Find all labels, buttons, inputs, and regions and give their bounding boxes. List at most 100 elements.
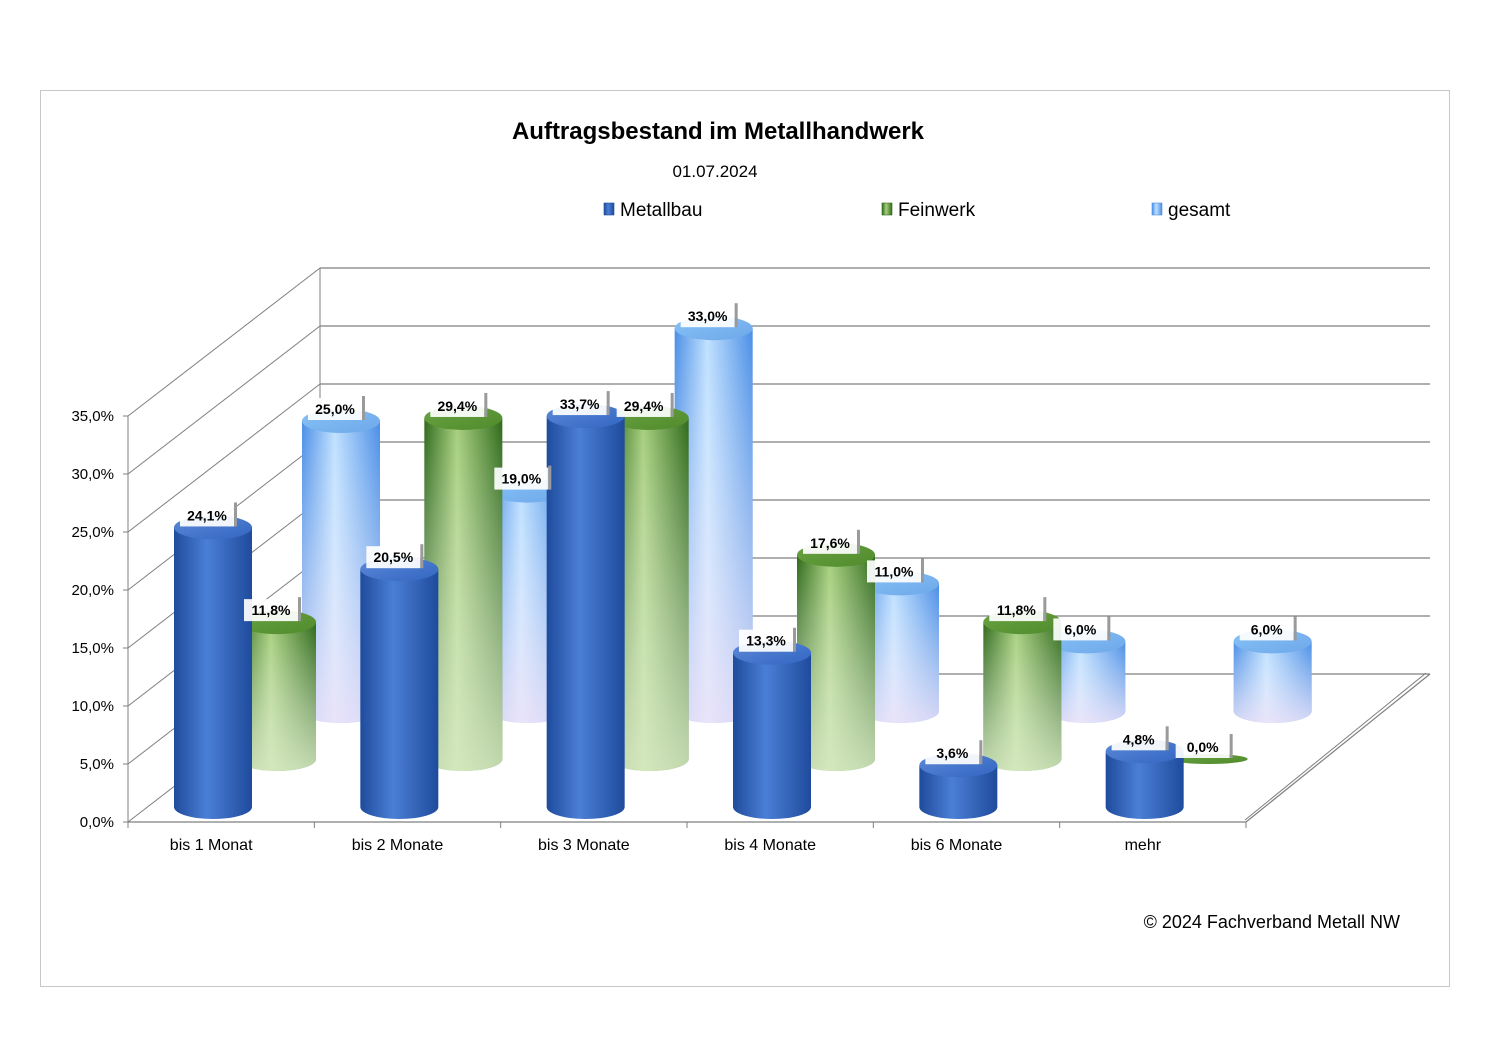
data-label-metallbau-2: 33,7% (552, 391, 610, 416)
data-label-text: 13,3% (746, 633, 786, 649)
data-label-shadow (420, 544, 424, 569)
bar-body (174, 527, 252, 819)
bar-body-fade (424, 417, 503, 771)
data-label-metallbau-4: 3,6% (925, 740, 983, 765)
data-label-text: 0,0% (1187, 739, 1219, 755)
legend-label: Metallbau (620, 200, 702, 221)
bar-body (546, 416, 625, 819)
data-label-shadow (734, 303, 738, 328)
y-tick-label: 30,0% (71, 466, 114, 483)
data-label-metallbau-1: 20,5% (366, 544, 424, 569)
legend-label: Feinwerk (898, 200, 976, 221)
y-tick-label: 5,0% (80, 756, 114, 773)
data-label-text: 11,8% (252, 602, 291, 618)
data-label-shadow (1293, 616, 1297, 641)
data-label-shadow (1107, 616, 1111, 641)
bar-body-fade (797, 554, 875, 771)
data-label-box (552, 393, 607, 416)
bar-gesamt-5 (1233, 629, 1312, 723)
data-label-text: 29,4% (624, 398, 664, 414)
data-label-box (494, 467, 549, 490)
data-label-feinwerk-0: 11,8% (244, 597, 301, 622)
data-label-metallbau-5: 4,8% (1111, 726, 1169, 751)
bar-feinwerk-2 (610, 405, 689, 771)
data-label-box (616, 394, 671, 417)
data-label-shadow (298, 597, 301, 622)
y-tick-label: 10,0% (71, 698, 114, 715)
bar-feinwerk-4 (983, 610, 1062, 771)
bar-body-fade (1233, 641, 1312, 723)
legend-swatch (881, 202, 893, 216)
x-category-label: mehr (1125, 837, 1162, 854)
data-label-text: 33,0% (688, 308, 728, 324)
data-label-text: 24,1% (187, 507, 227, 523)
bar-body (733, 652, 811, 819)
data-label-gesamt-4: 6,0% (1053, 616, 1111, 641)
bar-body-fade (1047, 641, 1126, 723)
data-label-box (1175, 736, 1230, 758)
data-label-shadow (1043, 597, 1047, 622)
data-label-box (803, 531, 857, 554)
data-label-shadow (979, 740, 983, 765)
data-label-shadow (234, 502, 237, 527)
bar-metallbau-1 (360, 557, 439, 819)
legend-item-metallbau: Metallbau (603, 200, 702, 221)
x-category-label: bis 6 Monate (911, 837, 1003, 854)
data-label-gesamt-0: 25,0% (308, 396, 365, 420)
data-label-box (867, 560, 921, 583)
data-label-gesamt-3: 11,0% (867, 558, 924, 583)
data-label-gesamt-1: 19,0% (494, 465, 552, 490)
bar-body-fade (610, 417, 689, 771)
data-label-text: 11,0% (875, 563, 914, 579)
chart-title: Auftragsbestand im Metallhandwerk (512, 118, 925, 145)
x-category-label: bis 2 Monate (352, 837, 444, 854)
data-label-shadow (670, 392, 674, 417)
data-label-text: 20,5% (373, 549, 413, 565)
bar-body-fade (238, 622, 316, 771)
data-label-text: 17,6% (810, 535, 850, 551)
y-tick-label: 25,0% (71, 524, 114, 541)
data-label-gesamt-2: 33,0% (680, 303, 738, 328)
bar-feinwerk-1 (424, 405, 503, 771)
bar-body-fade (674, 328, 753, 723)
data-labels: 25,0% 19,0% 33,0% 11,0% 6,0% 6,0% 11,8% 29,4% 29… (180, 303, 1297, 765)
y-tick-label: 15,0% (71, 640, 114, 657)
bar-metallbau-2 (546, 404, 625, 819)
data-label-shadow (484, 392, 488, 417)
data-label-text: 19,0% (501, 471, 541, 487)
bar-metallbau-3 (733, 640, 811, 819)
legend: Metallbau Feinwerk gesamt (603, 200, 1231, 221)
bar-body-fade (983, 622, 1062, 771)
data-label-shadow (548, 465, 552, 490)
bar-body (360, 569, 439, 819)
data-label-box (1239, 618, 1294, 641)
data-label-text: 29,4% (437, 398, 477, 414)
data-label-box (308, 398, 362, 420)
data-label-feinwerk-4: 11,8% (989, 597, 1047, 622)
axes: 0,0% 5,0% 10,0% 15,0% 20,0% 25,0% 30,0% 35,0% bi… (71, 408, 1247, 854)
data-label-shadow (857, 529, 860, 554)
data-label-text: 25,0% (315, 401, 355, 417)
data-label-shadow (921, 558, 924, 583)
data-label-feinwerk-5: 0,0% (1175, 734, 1233, 758)
data-label-shadow (362, 396, 365, 420)
data-label-metallbau-0: 24,1% (180, 502, 237, 527)
data-label-box (244, 599, 298, 622)
bar-body-fade (861, 583, 939, 723)
legend-swatch (603, 202, 615, 216)
data-label-box (180, 504, 234, 527)
bar-body (919, 765, 998, 819)
x-category-label: bis 3 Monate (538, 837, 630, 854)
data-label-box (989, 599, 1044, 622)
copyright-footer: © 2024 Fachverband Metall NW (1144, 912, 1400, 932)
data-label-box (680, 305, 735, 328)
data-label-feinwerk-2: 29,4% (616, 392, 674, 417)
data-label-box (1053, 618, 1108, 641)
y-tick-label: 20,0% (71, 582, 114, 599)
bar-metallbau-5 (1105, 739, 1184, 819)
y-tick-label: 35,0% (71, 408, 114, 425)
data-label-shadow (1229, 734, 1233, 758)
bar-metallbau-0 (174, 515, 252, 819)
data-label-box (925, 742, 980, 765)
